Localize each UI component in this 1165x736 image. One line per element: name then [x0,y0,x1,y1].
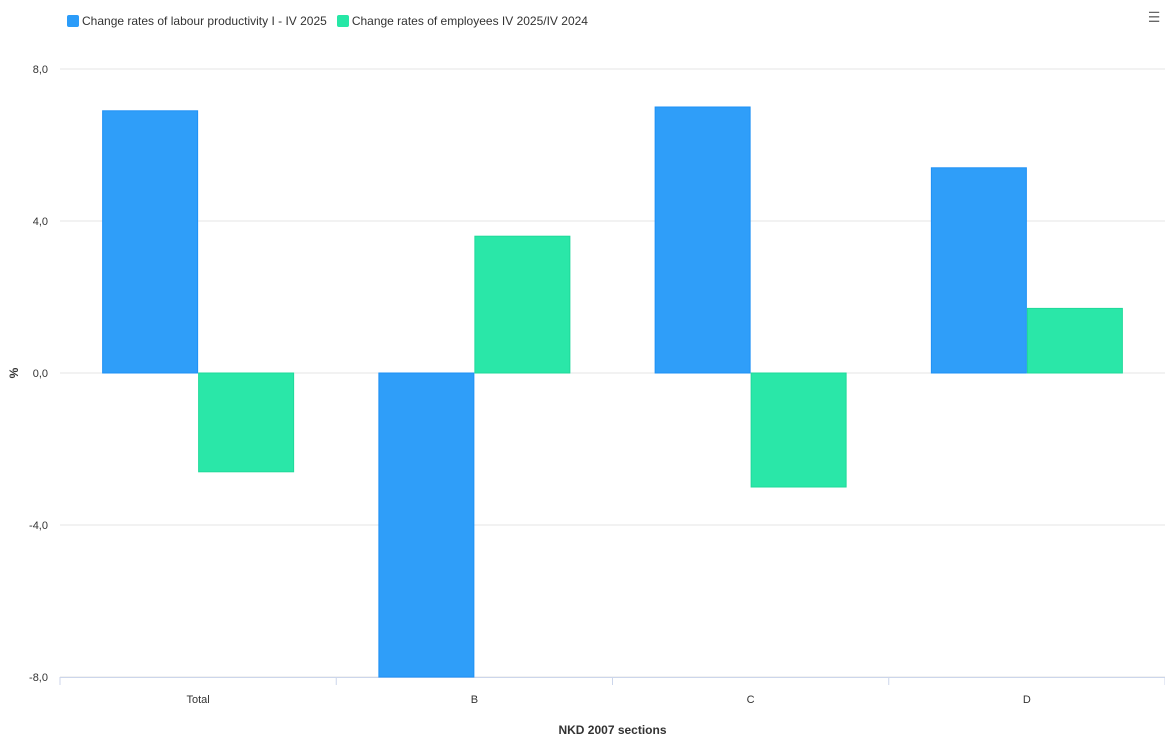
chart-legend: Change rates of labour productivity I - … [67,14,588,28]
y-tick-label: 8,0 [33,64,48,76]
x-tick-label: Total [187,694,210,706]
legend-label-productivity: Change rates of labour productivity I - … [82,14,327,28]
bar-employees-C[interactable] [750,372,847,488]
x-axis-title: NKD 2007 sections [558,723,666,736]
bar-productivity-B[interactable] [378,372,475,678]
legend-item-employees[interactable]: Change rates of employees IV 2025/IV 202… [336,14,588,28]
legend-swatch-productivity [67,15,79,27]
x-tick-label: D [1023,694,1031,706]
y-tick-label: -8,0 [29,672,48,684]
hamburger-menu-icon[interactable]: ☰ [1147,10,1161,26]
legend-swatch-employees [336,15,349,27]
x-tick-label: C [747,694,755,706]
bar-employees-B[interactable] [474,235,571,374]
bar-productivity-C[interactable] [654,106,751,374]
legend-label-employees: Change rates of employees IV 2025/IV 202… [351,14,588,28]
bar-productivity-D[interactable] [930,167,1027,374]
y-axis-title: % [7,367,21,378]
x-tick-label: B [471,694,478,706]
bar-employees-Total[interactable] [198,372,295,473]
y-tick-label: -4,0 [29,520,48,532]
bar-productivity-Total[interactable] [102,110,199,374]
y-tick-label: 4,0 [33,216,48,228]
bar-employees-D[interactable] [1026,307,1123,374]
y-tick-label: 0,0 [33,368,48,380]
legend-item-productivity[interactable]: Change rates of labour productivity I - … [67,14,327,28]
